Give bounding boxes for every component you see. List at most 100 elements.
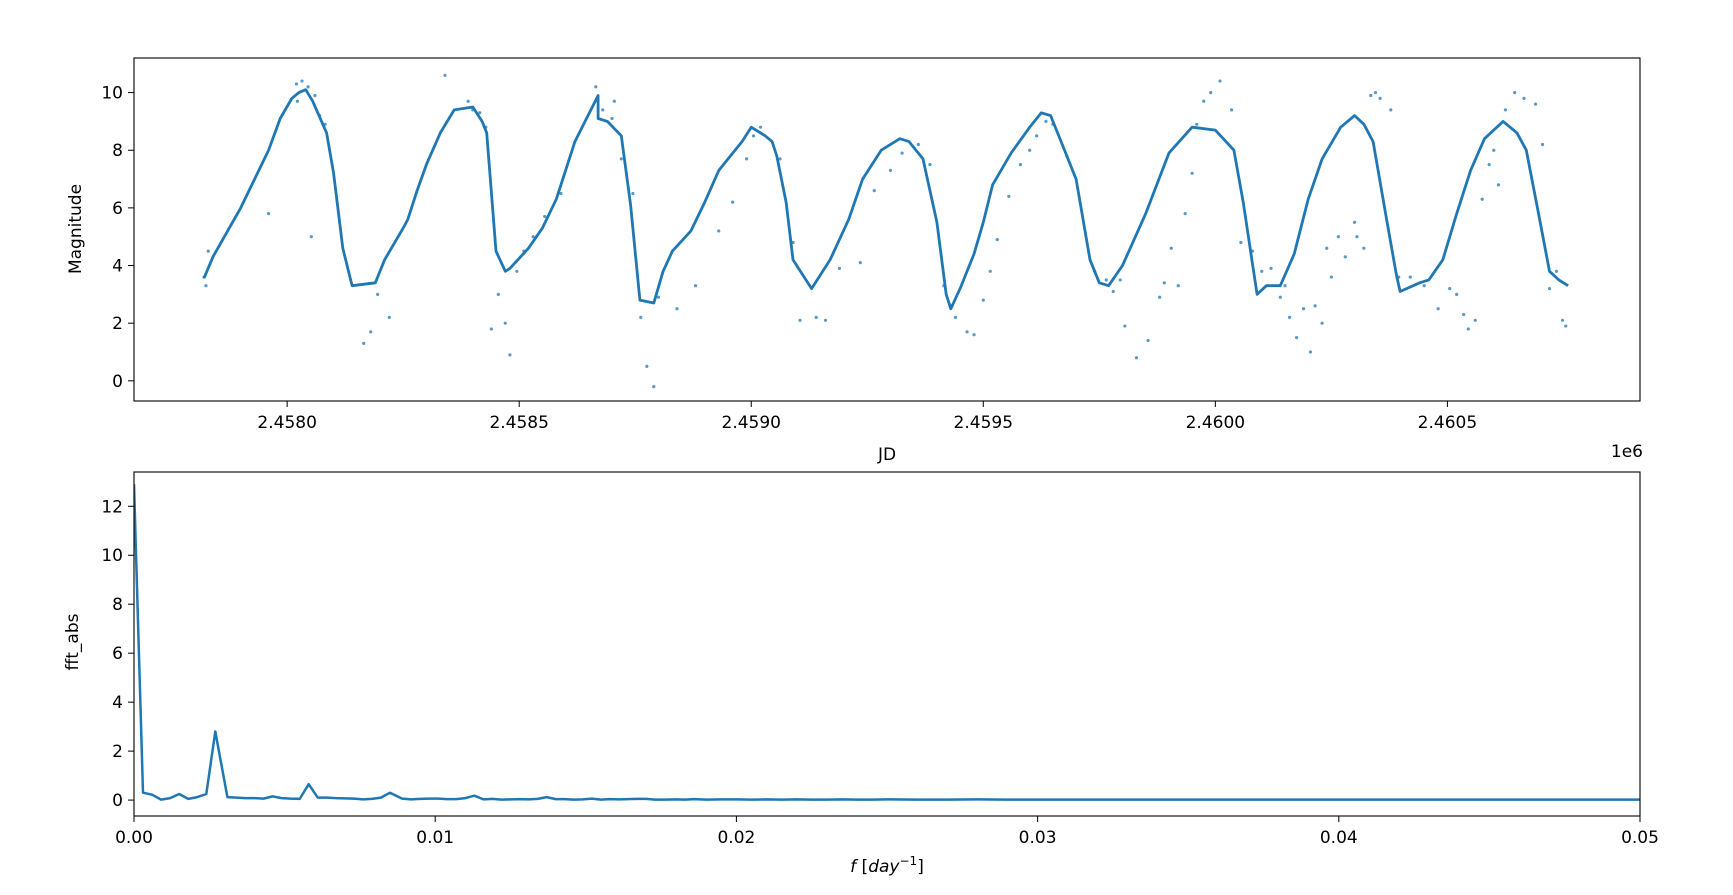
top-scatter-point <box>300 79 304 83</box>
top-scatter-point <box>1560 318 1565 322</box>
top-scatter-point <box>1239 240 1243 245</box>
top-scatter-point <box>814 315 818 320</box>
top-scatter-point <box>1336 235 1340 239</box>
top-ytick-label: 8 <box>112 141 123 161</box>
top-xtick-label: 2.4590 <box>722 413 781 433</box>
top-scatter-point <box>1448 286 1452 291</box>
top-scatter-point <box>1035 134 1039 138</box>
top-scatter-point <box>1466 327 1470 331</box>
top-scatter-point <box>1513 90 1517 95</box>
top-scatter-point <box>1389 108 1393 112</box>
top-scatter-point <box>1320 321 1324 325</box>
magnitude-panel: 2.4580 2.4585 2.4590 2.4595 2.4600 2.4605 0 2 4 6… <box>101 57 1641 433</box>
top-scatter-point <box>1522 96 1526 100</box>
top-scatter-point <box>1158 295 1162 299</box>
top-scatter-point <box>791 240 795 245</box>
bottom-ytick-label: 10 <box>101 546 123 566</box>
bottom-ytick-label: 6 <box>112 644 123 664</box>
top-scatter-point <box>717 229 721 233</box>
top-scatter-point <box>751 134 756 138</box>
top-scatter-point <box>1352 220 1357 224</box>
top-scatter-point <box>778 157 782 161</box>
top-scatter-point <box>559 191 563 196</box>
top-scatter-point <box>295 99 299 103</box>
top-ytick-label: 4 <box>112 257 123 277</box>
top-scatter-point <box>1269 266 1273 271</box>
top-scatter-point <box>1355 235 1359 239</box>
top-scatter-point <box>965 330 969 334</box>
top-scatter-point <box>972 333 976 337</box>
top-scatter-point <box>1436 307 1440 311</box>
top-scatter-point <box>1547 286 1552 291</box>
top-scatter-point <box>1118 278 1122 282</box>
top-scatter-point <box>798 318 802 322</box>
top-scatter-point <box>858 261 862 265</box>
top-scatter-point <box>872 188 876 193</box>
top-scatter-point <box>1209 90 1213 95</box>
bottom-xtick-label: 0.01 <box>416 828 454 848</box>
top-scatter-point <box>503 321 507 325</box>
top-scatter-point <box>1044 119 1048 124</box>
top-scatter-point <box>645 364 649 369</box>
top-scatter-point <box>1229 108 1234 112</box>
top-xtick-label: 2.4595 <box>954 413 1013 433</box>
top-scatter-point <box>1104 278 1108 282</box>
top-scatter-point <box>362 341 366 345</box>
top-scatter-point <box>1134 356 1139 360</box>
top-scatter-point <box>1169 246 1173 250</box>
bottom-xlabel: f [day−1] <box>850 854 924 877</box>
top-scatter-point <box>1111 289 1115 294</box>
top-scatter-point <box>610 116 614 121</box>
top-scatter-point <box>953 315 958 320</box>
top-scatter-point <box>1176 284 1180 288</box>
top-xtick-label: 2.4580 <box>257 413 316 433</box>
top-scatter-point <box>1202 99 1206 103</box>
top-scatter-point <box>484 125 488 129</box>
top-scatter-point <box>1325 246 1329 250</box>
top-scatter-point <box>1492 148 1496 152</box>
bottom-ylabel: fft_abs <box>63 613 83 670</box>
top-scatter-point <box>1218 79 1222 83</box>
top-scatter-point <box>206 249 210 253</box>
top-scatter-point <box>1496 183 1501 187</box>
top-scatter-point <box>631 191 635 196</box>
top-scatter-point <box>981 298 985 302</box>
top-scatter-point <box>1408 275 1412 279</box>
top-scatter-point <box>900 151 904 155</box>
top-scatter-point <box>1018 163 1023 167</box>
top-scatter-point <box>942 284 946 288</box>
top-scatter-point <box>1462 312 1466 317</box>
top-scatter-point <box>1564 324 1568 328</box>
top-scatter-point <box>496 292 500 296</box>
top-scatter-point <box>1397 275 1401 279</box>
top-scatter-point <box>988 269 992 273</box>
top-scatter-point <box>466 99 470 103</box>
top-scatter-point <box>471 108 475 112</box>
top-scatter-point <box>1065 154 1069 158</box>
top-scatter-point <box>1329 275 1333 279</box>
top-scatter-point <box>1422 284 1426 288</box>
top-xtick-label: 2.4600 <box>1186 413 1245 433</box>
top-xtick-label: 2.4585 <box>489 413 548 433</box>
top-scatter-point <box>369 330 373 334</box>
top-scatter-point <box>1260 269 1264 273</box>
top-scatter-point <box>1051 122 1055 126</box>
top-scatter-point <box>1278 295 1282 299</box>
bottom-ytick-label: 12 <box>101 497 123 517</box>
top-scatter-point <box>478 111 482 115</box>
top-scatter-point <box>745 157 749 161</box>
top-scatter-point <box>675 307 679 311</box>
fft-panel: 0.00 0.01 0.02 0.03 0.04 0.05 0 2 4 6 8 10 12 <box>101 471 1659 848</box>
top-scatter-point <box>1487 163 1491 167</box>
top-plot-area <box>202 73 1569 389</box>
top-ylabel: Magnitude <box>66 184 86 274</box>
bottom-xtick-label: 0.00 <box>115 828 153 848</box>
top-scatter-point <box>204 284 208 288</box>
top-scatter-point <box>1093 269 1097 273</box>
top-scatter-point <box>601 108 605 112</box>
top-x-offset: 1e6 <box>1611 442 1643 462</box>
top-scatter-point <box>294 82 299 86</box>
top-series-line <box>202 88 1569 311</box>
top-scatter-point <box>1533 102 1538 106</box>
